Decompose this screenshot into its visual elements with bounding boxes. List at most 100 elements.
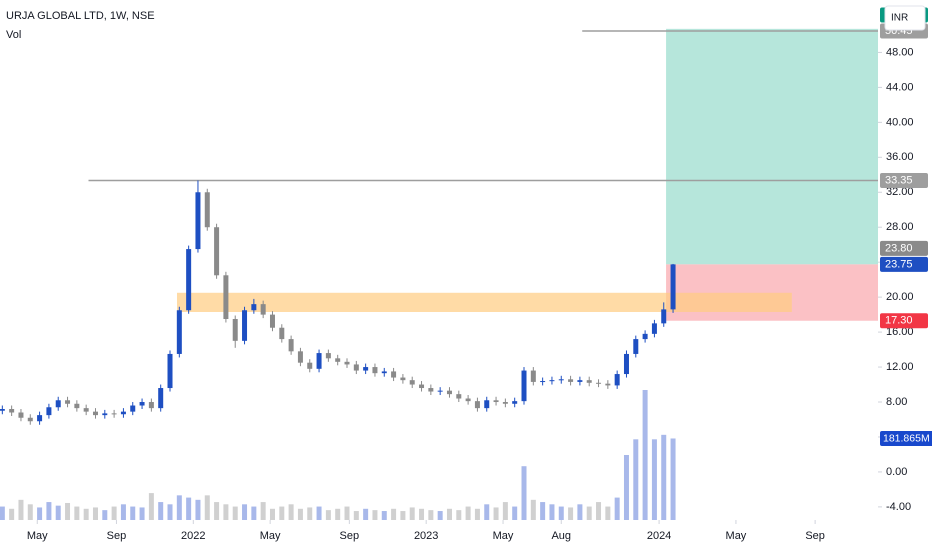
volume-bar bbox=[651, 439, 657, 520]
candle-body bbox=[167, 353, 173, 389]
volume-bar bbox=[409, 507, 415, 520]
candle-body bbox=[214, 227, 220, 276]
volume-bar bbox=[167, 504, 173, 520]
candle-body bbox=[37, 415, 43, 422]
volume-bar bbox=[419, 508, 425, 520]
candle-body bbox=[325, 353, 331, 359]
x-tick-label: 2023 bbox=[414, 530, 438, 542]
candle-body bbox=[55, 400, 61, 408]
volume-bar bbox=[27, 504, 33, 520]
y-tick-label: 0.00 bbox=[886, 466, 907, 478]
candle-body bbox=[419, 384, 425, 389]
volume-bar bbox=[540, 502, 546, 520]
candle-body bbox=[0, 409, 5, 411]
candle-body bbox=[596, 382, 602, 384]
volume-bar bbox=[530, 499, 536, 520]
candle-body bbox=[242, 310, 248, 341]
volume-bar bbox=[74, 506, 80, 520]
volume-bar bbox=[307, 507, 313, 520]
volume-bar bbox=[260, 502, 266, 520]
chart-title: URJA GLOBAL LTD, 1W, NSE bbox=[6, 10, 155, 22]
volume-bar bbox=[428, 510, 434, 520]
volume-bar bbox=[596, 502, 602, 520]
candle-body bbox=[353, 364, 359, 371]
volume-bar bbox=[558, 506, 564, 520]
candle-body bbox=[74, 403, 80, 409]
candle-body bbox=[307, 362, 313, 369]
volume-bar bbox=[214, 502, 220, 520]
y-tick-label: 32.00 bbox=[886, 186, 914, 198]
candle-body bbox=[195, 192, 201, 250]
currency-label[interactable]: INR bbox=[891, 13, 908, 24]
volume-bar bbox=[614, 497, 620, 520]
candle-body bbox=[372, 367, 378, 374]
volume-bar bbox=[18, 499, 24, 520]
volume-label-bg bbox=[880, 430, 932, 446]
candle-body bbox=[260, 304, 266, 315]
volume-bar bbox=[92, 507, 98, 520]
candle-body bbox=[428, 388, 434, 392]
volume-bar bbox=[474, 508, 480, 520]
y-tick-label: 8.00 bbox=[886, 396, 907, 408]
volume-bar bbox=[363, 508, 369, 520]
price-label: 23.75 bbox=[885, 258, 913, 270]
candle-body bbox=[381, 371, 387, 374]
volume-bar bbox=[353, 511, 359, 520]
zone bbox=[666, 264, 878, 321]
volume-bar bbox=[0, 506, 5, 520]
volume-bar bbox=[242, 504, 248, 520]
volume-bar bbox=[297, 508, 303, 520]
volume-bar bbox=[605, 506, 611, 520]
currency-button[interactable] bbox=[884, 5, 926, 31]
y-tick-label: 48.00 bbox=[886, 46, 914, 58]
volume-bar bbox=[9, 508, 15, 520]
volume-bar bbox=[223, 504, 229, 520]
x-tick-label: May bbox=[260, 530, 281, 542]
volume-bar bbox=[65, 502, 71, 520]
volume-bar bbox=[83, 508, 89, 520]
x-tick-label: May bbox=[726, 530, 747, 542]
volume-bar bbox=[55, 505, 61, 520]
volume-bar bbox=[186, 497, 192, 520]
volume-bar bbox=[335, 508, 341, 520]
candle-body bbox=[46, 407, 52, 416]
volume-bar bbox=[316, 506, 322, 520]
candle-body bbox=[158, 388, 164, 409]
y-tick-label: -4.00 bbox=[886, 501, 911, 513]
candle-body bbox=[204, 192, 210, 228]
candle-body bbox=[269, 314, 275, 328]
zone bbox=[666, 28, 878, 265]
price-label-bg bbox=[880, 313, 928, 329]
candle-body bbox=[558, 379, 564, 381]
candle-body bbox=[670, 264, 676, 310]
volume-bar bbox=[521, 466, 527, 520]
candle-body bbox=[661, 309, 667, 324]
volume-bar bbox=[251, 506, 257, 520]
volume-bar bbox=[372, 510, 378, 520]
candle-body bbox=[474, 401, 480, 409]
price-axis bbox=[878, 0, 932, 550]
volume-bar bbox=[512, 506, 518, 520]
candle-body bbox=[344, 361, 350, 365]
volume-bar bbox=[446, 508, 452, 520]
candle-body bbox=[456, 394, 462, 399]
price-label-bg bbox=[880, 256, 928, 272]
volume-bar bbox=[577, 504, 583, 520]
candle-body bbox=[521, 370, 527, 402]
y-tick-label: 12.00 bbox=[886, 361, 914, 373]
indicator-label: Vol bbox=[6, 29, 21, 41]
volume-bar bbox=[102, 510, 108, 520]
volume-bar bbox=[232, 506, 238, 520]
volume-bar bbox=[568, 507, 574, 520]
y-tick-label: 44.00 bbox=[886, 81, 914, 93]
candle-body bbox=[642, 333, 648, 340]
candle-body bbox=[391, 371, 397, 378]
y-tick-label: 28.00 bbox=[886, 221, 914, 233]
volume-bar bbox=[325, 510, 331, 520]
volume-bar bbox=[148, 493, 154, 520]
candle-body bbox=[335, 358, 341, 362]
candle-body bbox=[577, 380, 583, 382]
candle-body bbox=[512, 401, 518, 404]
volume-bar bbox=[111, 506, 117, 520]
